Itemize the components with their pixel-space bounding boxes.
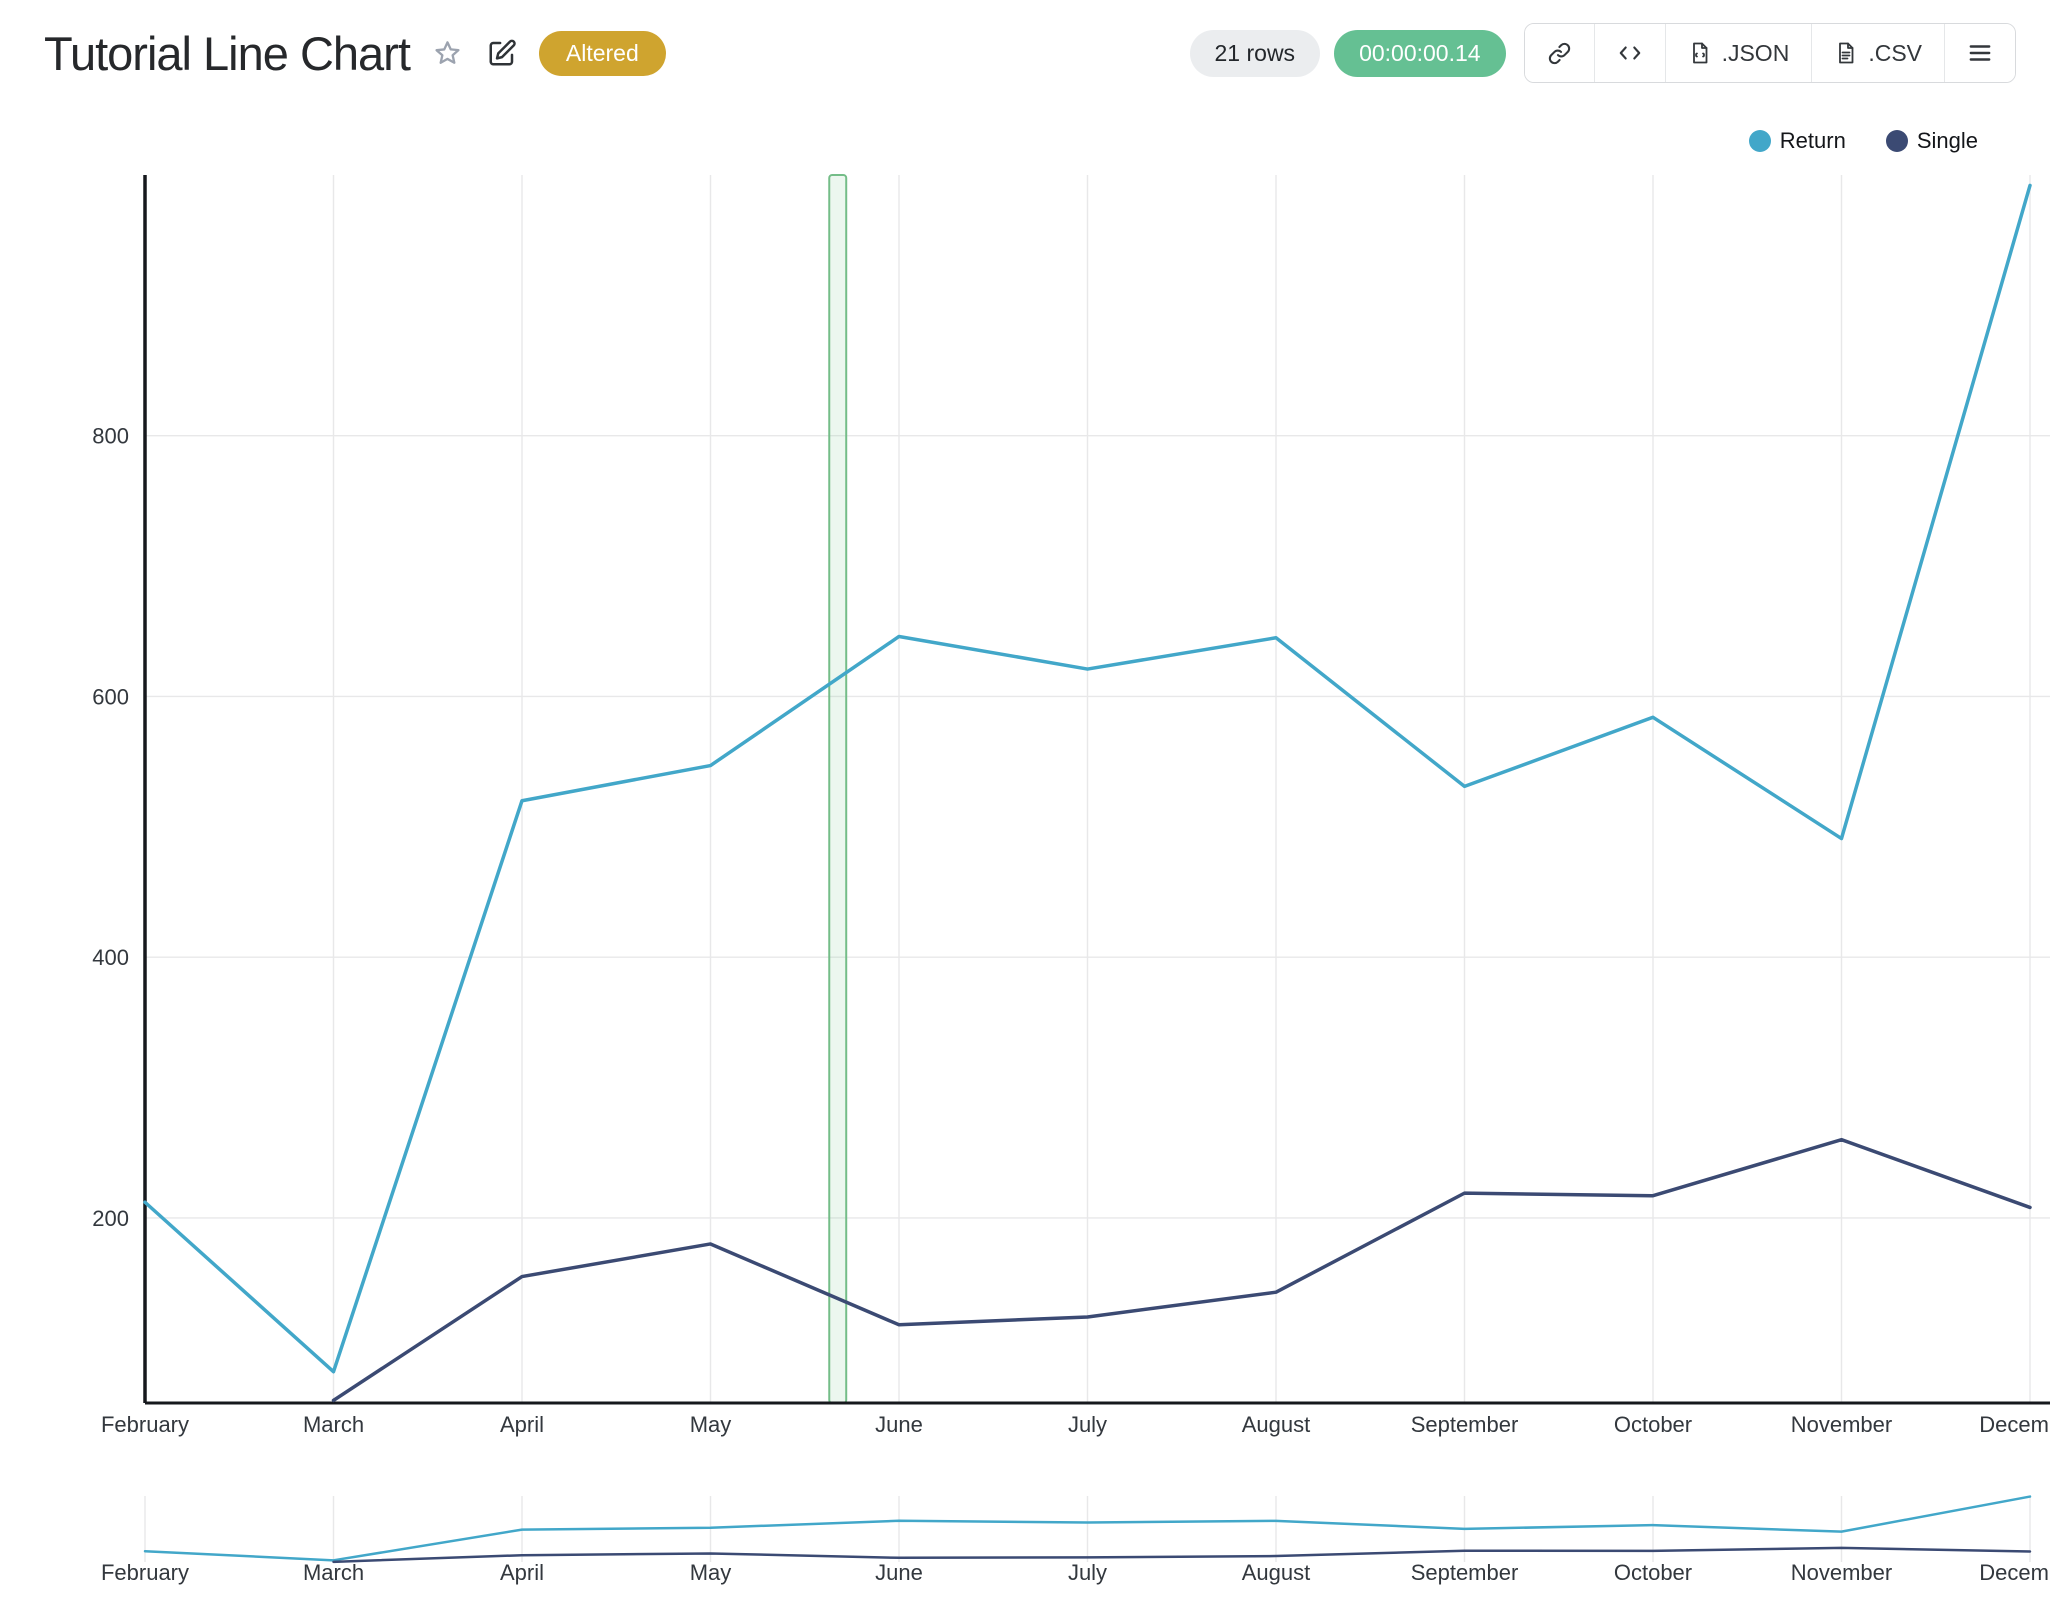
export-csv-label: .CSV bbox=[1868, 39, 1922, 66]
code-button[interactable] bbox=[1593, 24, 1665, 82]
legend-item-return[interactable]: Return bbox=[1748, 128, 1846, 154]
toolbar: .JSON .CSV bbox=[1523, 23, 2016, 83]
mini-x-axis-tick-label: July bbox=[1068, 1560, 1107, 1585]
x-axis-tick-label: June bbox=[875, 1412, 923, 1437]
mini-x-axis-tick-label: October bbox=[1614, 1560, 1692, 1585]
y-axis-tick-label: 800 bbox=[92, 424, 129, 449]
mini-x-axis-tick-label: August bbox=[1242, 1560, 1311, 1585]
link-icon bbox=[1548, 42, 1570, 64]
x-axis-tick-label: April bbox=[500, 1412, 544, 1437]
single-series-dot bbox=[1885, 130, 1908, 152]
link-button[interactable] bbox=[1524, 24, 1594, 82]
selection-band[interactable] bbox=[828, 174, 848, 1404]
export-csv-button[interactable]: .CSV bbox=[1811, 24, 1944, 82]
mini-x-axis-tick-label: November bbox=[1791, 1560, 1892, 1585]
timer-badge: 00:00:00.14 bbox=[1334, 29, 1506, 77]
x-axis-tick-label: February bbox=[101, 1412, 189, 1437]
x-axis-tick-label: May bbox=[690, 1412, 732, 1437]
export-json-label: .JSON bbox=[1721, 39, 1790, 66]
menu-icon bbox=[1969, 45, 1991, 61]
mini-x-axis-tick-label: February bbox=[101, 1560, 189, 1585]
header-right: 21 rows 00:00:00.14 bbox=[1189, 23, 2016, 83]
menu-button[interactable] bbox=[1944, 24, 2015, 82]
legend-label-return: Return bbox=[1779, 128, 1846, 153]
legend: Return Single bbox=[1748, 128, 1978, 154]
star-icon[interactable] bbox=[430, 36, 465, 71]
page-title: Tutorial Line Chart bbox=[44, 26, 411, 80]
header: Tutorial Line Chart Altered 21 rows 00:0… bbox=[0, 0, 2050, 106]
header-left: Tutorial Line Chart Altered bbox=[44, 26, 666, 81]
mini-x-axis-tick-label: March bbox=[303, 1560, 364, 1585]
mini-x-axis-tick-label: September bbox=[1411, 1560, 1519, 1585]
mini-x-axis-tick-label: May bbox=[690, 1560, 732, 1585]
y-axis-tick-label: 600 bbox=[92, 684, 129, 709]
mini-x-axis-tick-label: April bbox=[500, 1560, 544, 1585]
legend-label-single: Single bbox=[1916, 128, 1978, 153]
file-csv-icon bbox=[1839, 42, 1854, 64]
return-series-dot bbox=[1748, 130, 1771, 152]
legend-item-single[interactable]: Single bbox=[1885, 128, 1978, 154]
x-axis-tick-label: October bbox=[1614, 1412, 1692, 1437]
mini-series-line-single bbox=[332, 1546, 2032, 1564]
x-axis-tick-label: November bbox=[1791, 1412, 1892, 1437]
edit-icon[interactable] bbox=[485, 36, 519, 70]
y-axis-tick-label: 200 bbox=[92, 1206, 129, 1231]
series-line-return bbox=[143, 183, 2032, 1374]
x-axis-tick-label: September bbox=[1411, 1412, 1519, 1437]
x-axis-tick-label: March bbox=[303, 1412, 364, 1437]
x-axis-tick-label: July bbox=[1068, 1412, 1107, 1437]
x-axis-tick-label: August bbox=[1242, 1412, 1311, 1437]
export-json-button[interactable]: .JSON bbox=[1664, 24, 1812, 82]
mini-x-axis-tick-label: June bbox=[875, 1560, 923, 1585]
x-axis-tick-label: December bbox=[1979, 1412, 2050, 1437]
code-icon bbox=[1619, 46, 1640, 60]
altered-badge: Altered bbox=[538, 30, 666, 76]
rows-count-badge: 21 rows bbox=[1189, 29, 1321, 77]
series-line-single bbox=[331, 1137, 2032, 1403]
mini-x-axis-tick-label: December bbox=[1979, 1560, 2050, 1585]
y-axis-tick-label: 400 bbox=[92, 945, 129, 970]
file-json-icon bbox=[1692, 42, 1707, 64]
mini-series-line-return bbox=[143, 1495, 2032, 1562]
